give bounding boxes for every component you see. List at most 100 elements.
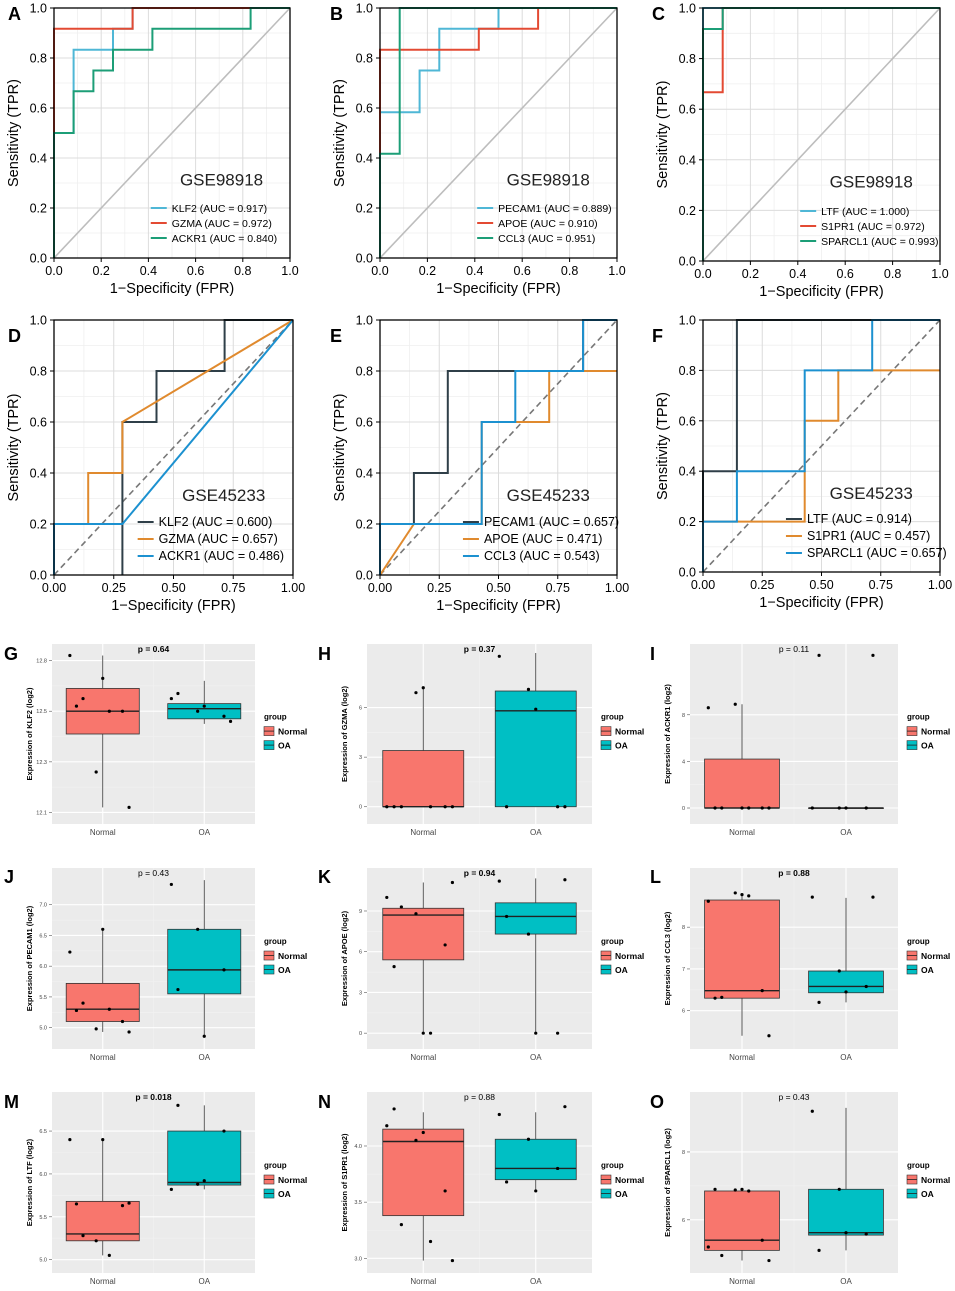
data-point xyxy=(534,707,538,711)
legend-title: group xyxy=(907,713,930,722)
x-tick-label: 0.00 xyxy=(42,581,66,595)
y-tick-label: 6.0 xyxy=(39,964,47,970)
roc-curve-sparcl1 xyxy=(702,319,940,572)
data-point xyxy=(534,1031,538,1035)
y-tick-label: 0.6 xyxy=(30,416,47,430)
data-point xyxy=(767,806,771,810)
data-point xyxy=(556,1166,560,1171)
x-tick-label: 0.50 xyxy=(809,578,833,592)
data-point xyxy=(733,891,737,895)
legend-entry: GZMA (AUC = 0.972) xyxy=(172,218,272,230)
data-point xyxy=(747,806,751,810)
legend-title: group xyxy=(601,713,624,722)
legend-entry: LTF (AUC = 0.914) xyxy=(807,512,912,526)
legend-label: Normal xyxy=(921,951,950,961)
y-tick-label: 0.6 xyxy=(356,416,373,430)
legend-entry: GZMA (AUC = 0.657) xyxy=(159,532,278,546)
data-point xyxy=(706,706,710,710)
y-axis-label: Expression of PECAM1 (log2) xyxy=(25,905,34,1011)
legend-label: OA xyxy=(615,965,628,975)
data-point xyxy=(196,927,200,931)
roc-curve-ackr1 xyxy=(53,7,290,258)
data-point xyxy=(127,1030,131,1034)
data-point xyxy=(81,1234,85,1238)
y-tick-label: 3 xyxy=(359,990,362,996)
x-axis-label: 1−Specificity (FPR) xyxy=(111,598,236,614)
data-point xyxy=(810,895,814,899)
x-tick-label: 0.25 xyxy=(427,581,451,595)
y-tick-label: 0.4 xyxy=(356,467,373,481)
y-tick-label: 0.8 xyxy=(679,52,696,66)
legend-entry: KLF2 (AUC = 0.917) xyxy=(172,203,267,215)
y-tick-label: 0.2 xyxy=(679,515,696,529)
x-tick-label: Normal xyxy=(90,828,116,837)
data-point xyxy=(497,1112,501,1117)
data-point xyxy=(443,943,447,947)
p-value: p = 0.88 xyxy=(464,1092,495,1102)
data-point xyxy=(68,950,72,954)
data-point xyxy=(68,1138,72,1142)
data-point xyxy=(74,704,79,708)
y-tick-label: 12.1 xyxy=(36,810,47,816)
x-axis-label: 1−Specificity (FPR) xyxy=(110,281,235,297)
y-tick-label: 0.8 xyxy=(356,52,373,66)
y-axis-label: Expression of KLF2 (log2) xyxy=(25,687,34,780)
data-point xyxy=(127,1201,131,1205)
data-point xyxy=(74,1202,79,1206)
data-point xyxy=(385,1124,389,1128)
data-point xyxy=(817,1248,821,1252)
y-tick-label: 8 xyxy=(682,713,685,719)
x-tick-label: 1.00 xyxy=(281,581,305,595)
y-tick-label: 0 xyxy=(359,805,362,811)
roc-panel-f: 0.00 0.25 0.50 0.75 1.00 0.0 0.2 0.4 0.6 0.8 1.0 1−… xyxy=(655,314,952,612)
y-tick-label: 12.8 xyxy=(36,659,47,665)
legend-label: Normal xyxy=(278,727,307,737)
box-panel-m: p = 0.018 5.0 5.5 6.0 6.5 Normal OA Expression … xyxy=(25,1092,307,1286)
dataset-title: GSE45233 xyxy=(507,486,590,505)
data-point xyxy=(767,1034,771,1038)
y-tick-label: 0.2 xyxy=(30,518,47,532)
y-tick-label: 0.2 xyxy=(679,204,696,218)
y-tick-label: 0.6 xyxy=(679,103,696,117)
x-tick-label: 0.6 xyxy=(514,264,531,278)
data-point xyxy=(222,968,226,972)
y-tick-label: 0.2 xyxy=(356,202,373,216)
data-point xyxy=(504,1180,509,1184)
data-point xyxy=(747,894,751,898)
y-tick-label: 0.4 xyxy=(356,152,373,166)
x-tick-label: 0.75 xyxy=(869,578,893,592)
data-point xyxy=(392,965,396,969)
y-tick-label: 5.5 xyxy=(39,995,47,1001)
x-tick-label: 0.8 xyxy=(561,264,578,278)
y-tick-label: 0.4 xyxy=(679,153,696,167)
x-tick-label: 0.8 xyxy=(234,264,251,278)
y-tick-label: 6 xyxy=(682,1218,685,1224)
box-normal xyxy=(704,899,780,999)
legend-entry: APOE (AUC = 0.471) xyxy=(484,532,602,546)
y-tick-label: 8 xyxy=(682,1150,685,1156)
data-point xyxy=(864,984,868,989)
box-panel-g: p = 0.64 12.1 12.3 12.5 12.8 Normal OA Expressi… xyxy=(25,644,307,837)
data-point xyxy=(107,1253,111,1257)
y-tick-label: 0.8 xyxy=(356,365,373,379)
x-axis-label: 1−Specificity (FPR) xyxy=(759,595,884,611)
data-point xyxy=(844,1231,848,1235)
legend-entry: SPARCL1 (AUC = 0.657) xyxy=(807,546,947,560)
x-tick-label: Normal xyxy=(729,828,755,837)
y-tick-label: 0.8 xyxy=(30,365,47,379)
data-point xyxy=(68,653,72,658)
legend-entry: CCL3 (AUC = 0.951) xyxy=(498,233,595,245)
legend-entry: ACKR1 (AUC = 0.840) xyxy=(172,233,277,245)
panel-label-k: K xyxy=(318,867,331,887)
roc-curve-ccl3 xyxy=(379,319,617,575)
legend-label: Normal xyxy=(921,1175,950,1185)
data-point xyxy=(120,709,125,713)
box-normal xyxy=(65,982,140,1022)
legend-entry: SPARCL1 (AUC = 0.993) xyxy=(821,236,938,248)
data-point xyxy=(740,892,744,897)
y-tick-label: 0 xyxy=(682,806,685,812)
data-point xyxy=(94,770,98,774)
x-tick-label: 0.6 xyxy=(187,264,204,278)
legend-entry: LTF (AUC = 1.000) xyxy=(821,206,909,218)
data-point xyxy=(504,914,509,919)
